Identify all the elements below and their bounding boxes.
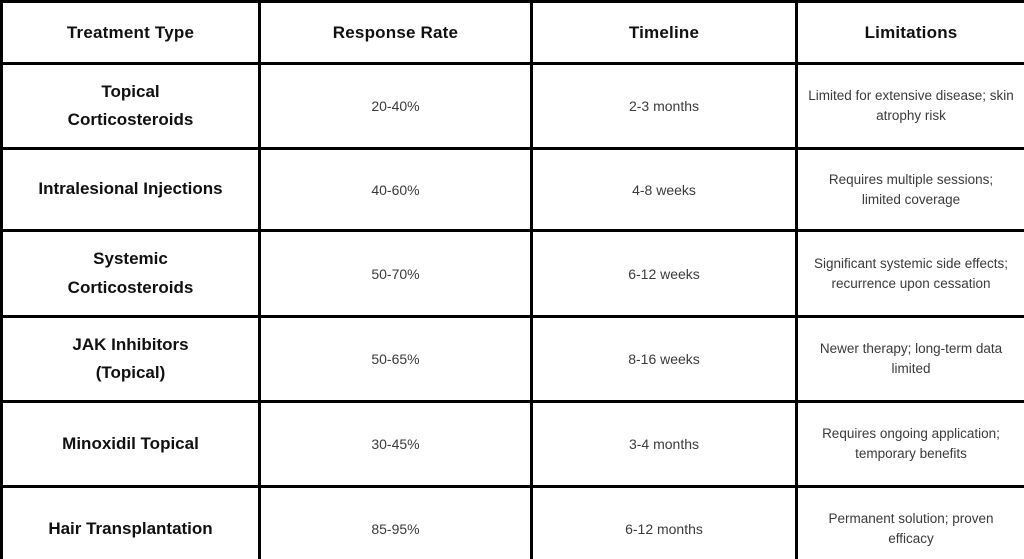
table-row: Hair Transplantation 85-95% 6-12 months … <box>0 485 1024 559</box>
cell-timeline: 3-4 months <box>530 400 798 488</box>
cell-response-rate: 20-40% <box>258 62 533 150</box>
cell-response-rate: 85-95% <box>258 485 533 559</box>
cell-timeline: 8-16 weeks <box>530 315 798 403</box>
cell-response-rate: 50-70% <box>258 229 533 318</box>
table-row: Intralesional Injections 40-60% 4-8 week… <box>0 147 1024 232</box>
cell-treatment-name: Hair Transplantation <box>0 485 261 559</box>
cell-timeline: 2-3 months <box>530 62 798 150</box>
table-row: Systemic Corticosteroids 50-70% 6-12 wee… <box>0 229 1024 318</box>
cell-timeline: 6-12 months <box>530 485 798 559</box>
cell-response-rate: 50-65% <box>258 315 533 403</box>
cell-treatment-name: Topical Corticosteroids <box>0 62 261 150</box>
cell-treatment-name: Systemic Corticosteroids <box>0 229 261 318</box>
col-header-response-rate: Response Rate <box>258 0 533 65</box>
col-header-limitations: Limitations <box>795 0 1024 65</box>
table-row: Minoxidil Topical 30-45% 3-4 months Requ… <box>0 400 1024 488</box>
cell-treatment-name: Intralesional Injections <box>0 147 261 232</box>
table-row: Topical Corticosteroids 20-40% 2-3 month… <box>0 62 1024 150</box>
table-row: JAK Inhibitors (Topical) 50-65% 8-16 wee… <box>0 315 1024 403</box>
cell-limitations: Newer therapy; long-term data limited <box>795 315 1024 403</box>
cell-treatment-name: Minoxidil Topical <box>0 400 261 488</box>
col-header-timeline: Timeline <box>530 0 798 65</box>
cell-limitations: Significant systemic side effects; recur… <box>795 229 1024 318</box>
cell-limitations: Permanent solution; proven efficacy <box>795 485 1024 559</box>
cell-timeline: 4-8 weeks <box>530 147 798 232</box>
cell-limitations: Requires ongoing application; temporary … <box>795 400 1024 488</box>
cell-response-rate: 40-60% <box>258 147 533 232</box>
cell-timeline: 6-12 weeks <box>530 229 798 318</box>
cell-treatment-name: JAK Inhibitors (Topical) <box>0 315 261 403</box>
table-header-row: Treatment Type Response Rate Timeline Li… <box>0 0 1024 65</box>
cell-response-rate: 30-45% <box>258 400 533 488</box>
cell-limitations: Limited for extensive disease; skin atro… <box>795 62 1024 150</box>
cell-limitations: Requires multiple sessions; limited cove… <box>795 147 1024 232</box>
col-header-treatment-type: Treatment Type <box>0 0 261 65</box>
